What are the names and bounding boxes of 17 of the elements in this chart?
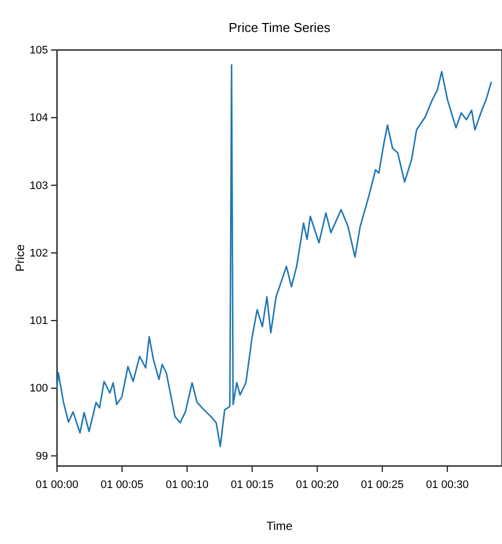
- y-tick-label: 103: [30, 180, 48, 192]
- x-tick-label: 01 00:30: [426, 479, 469, 492]
- x-tick-label: 01 00:25: [360, 479, 404, 492]
- chart-title: Price Time Series: [228, 20, 331, 35]
- y-tick-label: 102: [30, 247, 48, 260]
- x-tick-label: 01 00:10: [166, 479, 209, 492]
- y-tick-label: 101: [30, 315, 48, 328]
- y-tick-label: 100: [30, 382, 48, 395]
- y-axis-title: Price: [13, 244, 27, 272]
- y-tick-label: 104: [30, 112, 48, 124]
- y-tick-label: 105: [30, 44, 48, 57]
- y-tick-label: 99: [36, 450, 48, 462]
- x-tick-label: 01 00:20: [296, 479, 339, 492]
- x-tick-label: 01 00:05: [100, 479, 144, 492]
- x-tick-label: 01 00:00: [36, 479, 78, 492]
- x-axis-title: Time: [266, 519, 293, 533]
- x-tick-label: 01 00:15: [230, 479, 274, 492]
